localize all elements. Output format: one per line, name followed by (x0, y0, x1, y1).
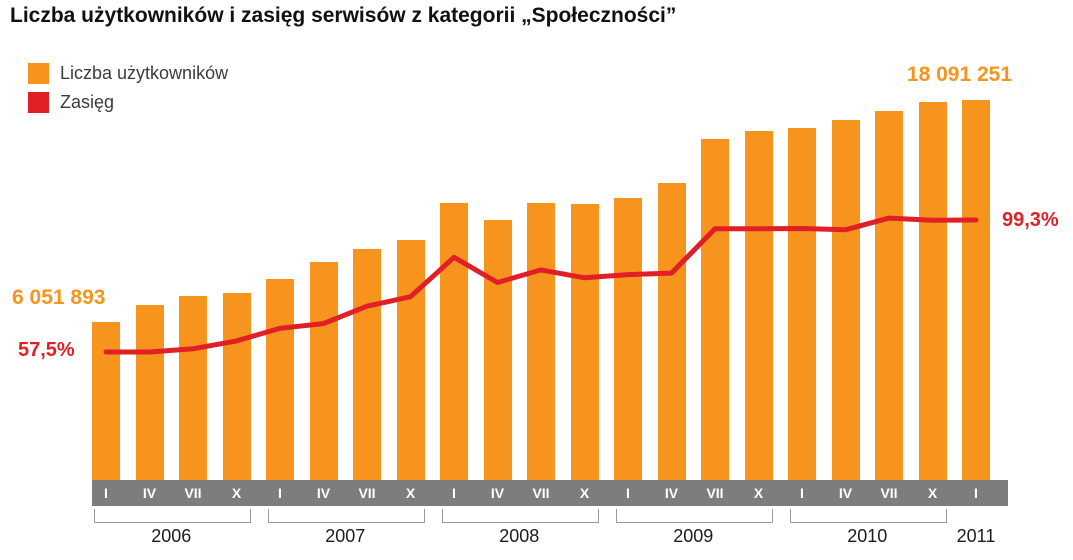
quarter-tick-label-2010-X: X (927, 485, 938, 501)
x-axis-band: I IV VII X I IV VII X I IV VII X I IV VII X I IV VII X I (92, 480, 1008, 506)
quarter-tick-label-2006-VII: VII (184, 485, 202, 501)
quarter-tick-label-2006-X: X (231, 485, 242, 501)
quarter-tick-label-2010-I: I (800, 485, 804, 501)
users-bar-2007-IV (309, 262, 338, 480)
legend-label-users: Liczba użytkowników (60, 63, 229, 83)
quarter-tick-label-2007-IV: IV (316, 485, 331, 501)
users-bar-2006-I (92, 322, 120, 480)
first-reach-value-label: 57,5% (18, 339, 75, 361)
users-bar-2006-X (222, 292, 251, 480)
users-bar-2010-IV (831, 120, 860, 480)
quarter-tick-label-2009-IV: IV (664, 485, 679, 501)
users-bar-2009-VII (701, 138, 729, 480)
users-bar-2009-X (744, 131, 773, 480)
last-reach-value-label: 99,3% (1002, 209, 1059, 231)
users-bar-2007-VII (353, 249, 381, 480)
users-series-swatch-icon (28, 63, 49, 84)
users-bar-2011-I (962, 100, 990, 480)
users-bar-2006-IV (135, 305, 164, 480)
users-bar-2008-IV (483, 219, 512, 480)
quarter-tick-label-2010-IV: IV (838, 485, 853, 501)
quarter-tick-label-2008-X: X (579, 485, 590, 501)
first-bar-value-label: 6 051 893 (12, 286, 106, 309)
quarter-tick-label-2011-I: I (974, 485, 978, 501)
quarter-tick-label-2006-I: I (104, 485, 108, 501)
quarter-tick-label-2007-I: I (278, 485, 282, 501)
users-bar-2006-VII (179, 296, 207, 480)
users-bar-2009-I (614, 197, 642, 480)
legend-label-reach: Zasięg (60, 92, 115, 112)
users-bar-2010-VII (875, 110, 903, 480)
legend-item-users: Liczba użytkowników (28, 59, 228, 88)
reach-series-swatch-icon (28, 92, 49, 113)
users-bar-2007-X (396, 240, 425, 480)
users-bar-2008-VII (527, 203, 555, 480)
users-bar-2010-I (788, 127, 816, 480)
quarter-tick-label-2006-IV: IV (142, 485, 157, 501)
quarter-tick-label-2009-I: I (626, 485, 630, 501)
legend: Liczba użytkowników Zasięg (28, 59, 228, 117)
users-bar-2008-I (440, 203, 468, 480)
legend-item-reach: Zasięg (28, 88, 228, 117)
chart-title: Liczba użytkowników i zasięg serwisów z … (10, 4, 677, 27)
users-bar-2008-X (570, 204, 599, 480)
users-bar-2007-I (266, 278, 294, 480)
quarter-tick-label-2007-VII: VII (358, 485, 376, 501)
users-bar-2010-X (918, 101, 947, 480)
quarter-tick-label-2008-VII: VII (532, 485, 550, 501)
quarter-tick-label-2009-VII: VII (706, 485, 724, 501)
users-bar-2009-IV (657, 182, 686, 480)
quarter-tick-label-2009-X: X (753, 485, 764, 501)
quarter-tick-label-2007-X: X (405, 485, 416, 501)
last-bar-value-label: 18 091 251 (906, 63, 1012, 86)
quarter-tick-label-2008-I: I (452, 485, 456, 501)
quarter-tick-label-2010-VII: VII (880, 485, 898, 501)
quarter-tick-label-2008-IV: IV (490, 485, 505, 501)
